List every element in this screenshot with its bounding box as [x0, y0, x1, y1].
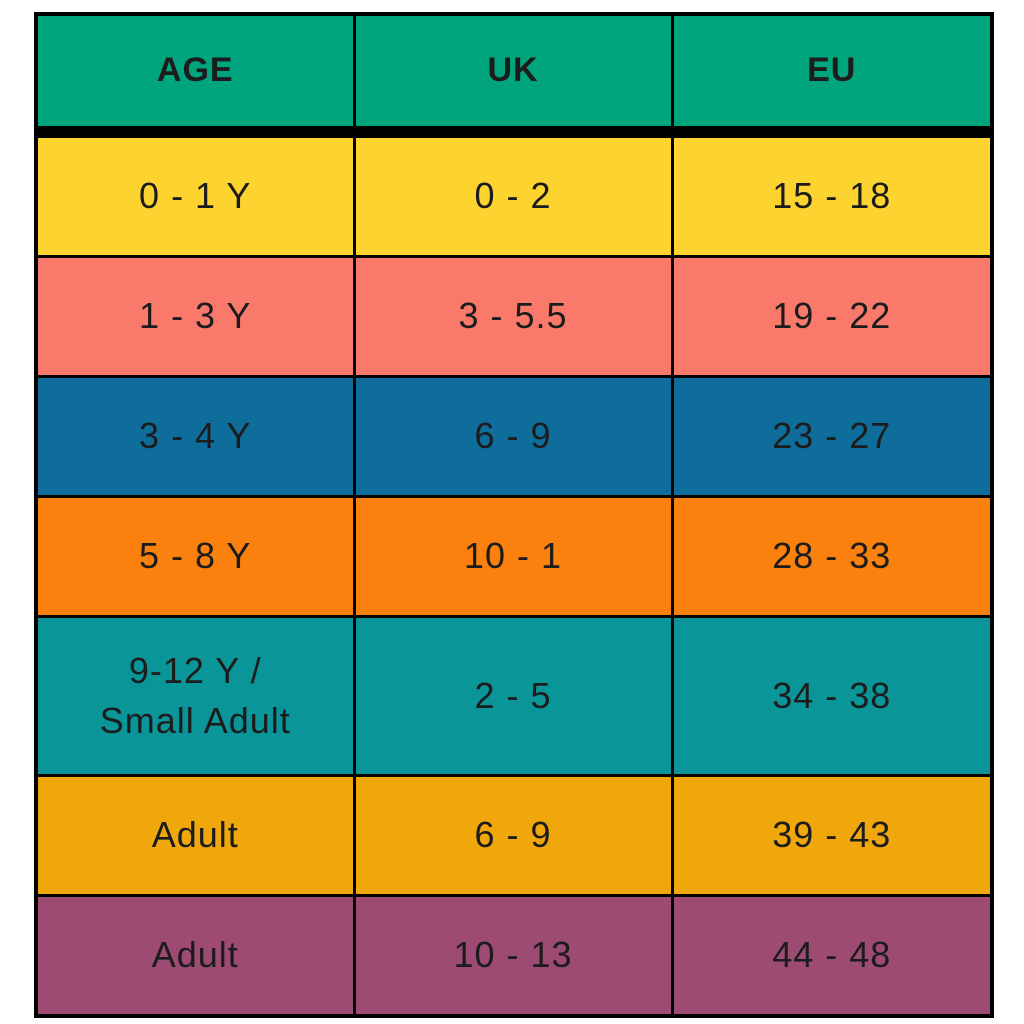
- cell-eu: 44 - 48: [670, 894, 994, 1018]
- header-row: AGE UK EU: [34, 12, 994, 138]
- table-row: Adult 6 - 9 39 - 43: [34, 774, 994, 897]
- cell-eu: 39 - 43: [670, 774, 994, 897]
- cell-uk: 6 - 9: [352, 774, 674, 897]
- table-row: 5 - 8 Y 10 - 1 28 - 33: [34, 495, 994, 618]
- table-row: 9-12 Y / Small Adult 2 - 5 34 - 38: [34, 615, 994, 777]
- cell-uk: 0 - 2: [352, 130, 674, 258]
- cell-eu: 15 - 18: [670, 130, 994, 258]
- header-uk: UK: [352, 12, 674, 138]
- cell-age: 9-12 Y / Small Adult: [34, 615, 356, 777]
- cell-age: 5 - 8 Y: [34, 495, 356, 618]
- header-age: AGE: [34, 12, 356, 138]
- cell-age: Adult: [34, 774, 356, 897]
- cell-eu: 28 - 33: [670, 495, 994, 618]
- cell-age: 3 - 4 Y: [34, 375, 356, 498]
- cell-eu: 19 - 22: [670, 255, 994, 378]
- cell-eu: 23 - 27: [670, 375, 994, 498]
- cell-eu: 34 - 38: [670, 615, 994, 777]
- cell-age: Adult: [34, 894, 356, 1018]
- cell-uk: 2 - 5: [352, 615, 674, 777]
- cell-uk: 3 - 5.5: [352, 255, 674, 378]
- header-eu: EU: [670, 12, 994, 138]
- cell-uk: 10 - 1: [352, 495, 674, 618]
- cell-uk: 10 - 13: [352, 894, 674, 1018]
- cell-age: 0 - 1 Y: [34, 130, 356, 258]
- cell-age: 1 - 3 Y: [34, 255, 356, 378]
- table-row: Adult 10 - 13 44 - 48: [34, 894, 994, 1018]
- cell-uk: 6 - 9: [352, 375, 674, 498]
